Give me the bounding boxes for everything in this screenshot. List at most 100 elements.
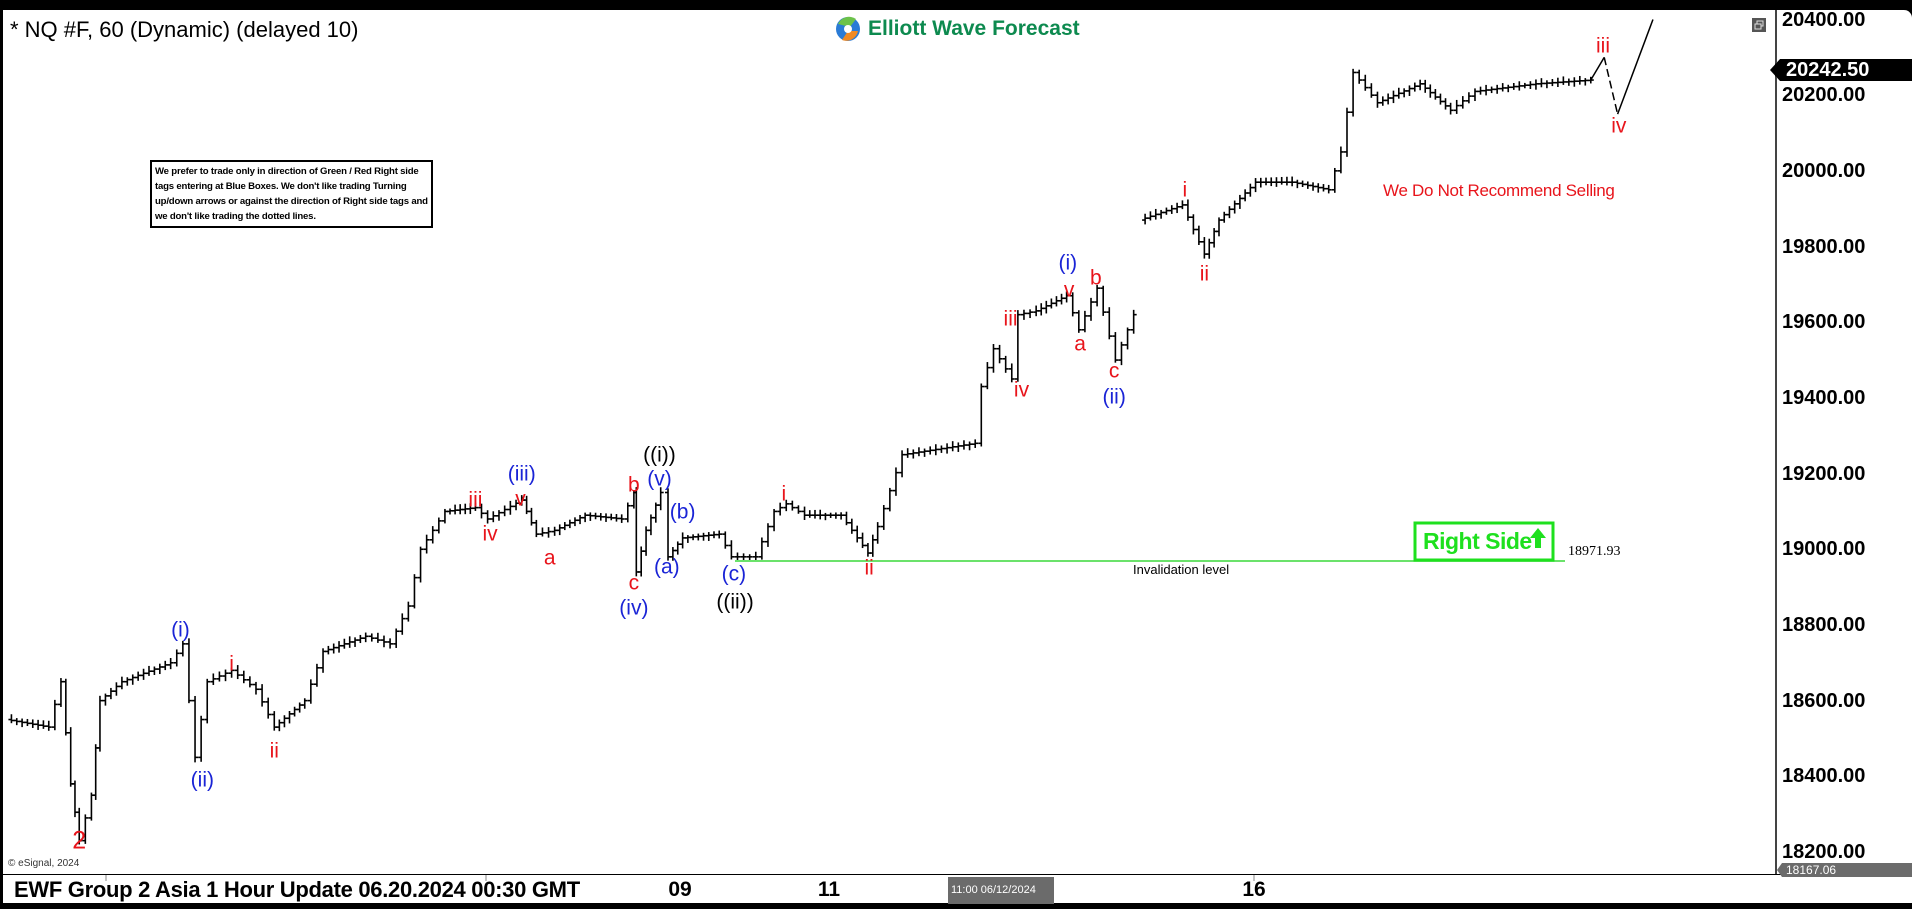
price-bar [624, 502, 631, 523]
price-bar [362, 632, 369, 643]
y-tick-label: 20000.00 [1782, 159, 1866, 182]
price-bar [472, 502, 479, 511]
price-bar [1206, 238, 1213, 259]
price-bar [1565, 78, 1572, 86]
wave-label: ii [1199, 262, 1210, 286]
price-bar [886, 487, 893, 512]
price-bar [746, 554, 753, 561]
price-bar [932, 444, 939, 456]
restore-window-icon[interactable] [1752, 18, 1766, 32]
price-bar [1304, 181, 1311, 189]
wave-label: i [1182, 178, 1188, 202]
right-side-box [1413, 521, 1555, 562]
price-bar [674, 541, 681, 555]
price-bar [45, 720, 52, 731]
wave-label: i [229, 652, 234, 676]
price-bar [1289, 176, 1296, 187]
price-bar [435, 517, 442, 534]
price-bar [423, 534, 430, 554]
chart-plot-area[interactable] [3, 10, 1775, 874]
projection-line [1616, 19, 1654, 115]
wave-label: i [781, 482, 787, 506]
price-bar [1088, 297, 1095, 321]
price-bar [1401, 88, 1408, 98]
price-bar [336, 641, 343, 653]
price-bar [1268, 177, 1275, 187]
elliott-wave-logo-icon [836, 16, 860, 41]
wave-label: iii [1003, 307, 1018, 331]
price-bar [1242, 189, 1249, 202]
y-tick-label: 20400.00 [1782, 8, 1866, 31]
price-bar [1216, 217, 1222, 237]
wave-label: (i) [171, 618, 190, 642]
price-bar [1488, 86, 1495, 94]
price-bar [13, 718, 20, 726]
price-bar [921, 448, 928, 457]
price-bar [783, 499, 790, 512]
wave-label: (iv) [619, 596, 649, 620]
price-bar [1168, 205, 1175, 214]
price-bar [587, 512, 594, 521]
wave-label: (i) [1058, 251, 1078, 275]
price-bar [1315, 183, 1322, 193]
price-bar [1118, 341, 1125, 366]
price-bar [1294, 179, 1301, 189]
price-bar [966, 441, 973, 451]
price-bar [387, 638, 394, 649]
y-tick-label: 20200.00 [1782, 84, 1866, 107]
wave-label: (ii) [190, 768, 215, 792]
price-bar [40, 720, 47, 729]
price-bar [1390, 90, 1397, 104]
price-bar [140, 668, 147, 680]
price-bar [307, 679, 314, 704]
price-bar [330, 643, 337, 654]
price-bar [252, 681, 259, 695]
last-price-label: 20242.50 [1786, 59, 1870, 81]
wave-label: iii [1595, 34, 1610, 58]
price-bar [795, 505, 802, 514]
price-bar [1356, 69, 1363, 84]
wave-label: ii [864, 556, 874, 580]
price-bar [1505, 84, 1512, 93]
price-bar [874, 522, 881, 544]
price-bar [1510, 83, 1517, 90]
price-bar [484, 510, 491, 524]
price-bar [1147, 211, 1154, 221]
wave-label: ((ii)) [716, 590, 754, 614]
wave-label: a [1074, 332, 1086, 356]
price-bar [1571, 77, 1578, 87]
price-bar [19, 718, 26, 728]
y-tick-label: 19600.00 [1782, 311, 1866, 334]
price-bar [1406, 85, 1413, 96]
price-bar [1554, 77, 1561, 88]
price-bar [582, 512, 589, 523]
arrow-up-icon [1530, 528, 1546, 548]
price-bar [1081, 310, 1088, 333]
price-bar [265, 697, 272, 719]
price-bar [1499, 83, 1506, 92]
price-bar [722, 531, 729, 549]
price-bar [1195, 225, 1202, 246]
cursor-time-label: 11:00 06/12/2024 [951, 884, 1036, 896]
price-bar [571, 517, 578, 527]
price-bar [259, 684, 266, 707]
price-bar [210, 673, 217, 685]
last-price-marker [1770, 59, 1912, 81]
price-bar [1549, 78, 1556, 87]
price-bar [24, 718, 31, 727]
price-bar [1124, 327, 1131, 350]
price-bar [478, 503, 485, 519]
price-bar [665, 488, 672, 561]
price-bar [1014, 310, 1021, 382]
price-bar [1152, 208, 1159, 220]
price-bar [286, 710, 293, 724]
price-bar [1236, 194, 1243, 209]
price-bar [234, 665, 241, 680]
price-axis[interactable] [1777, 10, 1912, 874]
price-bar [92, 744, 99, 800]
price-bar [192, 695, 199, 763]
price-bar [869, 534, 876, 557]
price-bar [1471, 88, 1478, 102]
price-bar [1560, 76, 1567, 85]
price-bar [246, 676, 253, 688]
